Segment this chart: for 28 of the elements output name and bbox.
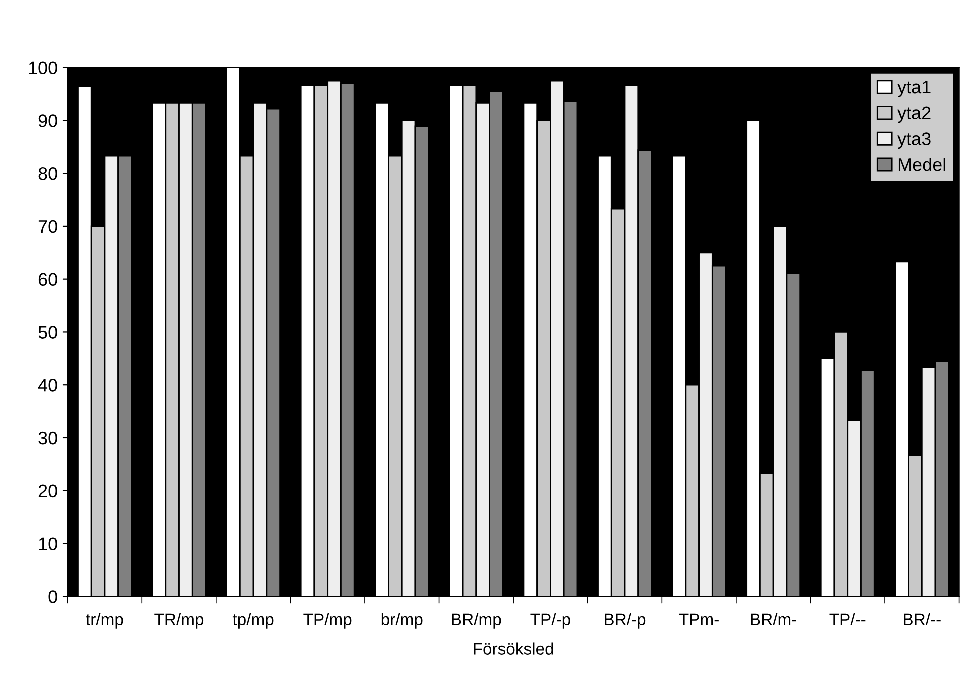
y-tick-label: 0 bbox=[48, 590, 58, 604]
y-tick-label: 90 bbox=[38, 114, 58, 128]
x-tick-label: TR/mp bbox=[154, 613, 204, 629]
x-axis-title: Försöksled bbox=[474, 642, 554, 655]
legend-label: Medel bbox=[898, 158, 946, 172]
x-tick-label: BR/-p bbox=[605, 613, 646, 629]
y-tick-label: 40 bbox=[38, 379, 58, 392]
y-tick-label: 100 bbox=[29, 62, 58, 75]
y-tick-label: 30 bbox=[38, 432, 58, 445]
y-tick-label: 10 bbox=[39, 538, 58, 550]
y-tick-label: 70 bbox=[38, 220, 58, 234]
y-tick-label: 80 bbox=[38, 168, 58, 180]
x-tick-label: br/mp bbox=[382, 613, 423, 629]
y-tick-label: 20 bbox=[38, 484, 58, 498]
x-tick-label: BR/mp bbox=[452, 613, 502, 629]
legend-label: yta2 bbox=[898, 106, 931, 124]
x-tick-label: TP/-p bbox=[530, 613, 570, 629]
y-tick-label: 50 bbox=[38, 326, 58, 339]
x-tick-label: BR/m- bbox=[751, 613, 796, 626]
x-tick-label: BR/-- bbox=[904, 613, 941, 626]
x-tick-label: tr/mp bbox=[86, 613, 124, 629]
x-tick-label: TP/mp bbox=[304, 613, 352, 629]
x-tick-label: TPm- bbox=[679, 614, 719, 626]
legend-label: yta1 bbox=[898, 81, 931, 98]
x-tick-label: tp/mp bbox=[232, 613, 274, 629]
y-tick-label: 60 bbox=[38, 273, 58, 286]
legend-label: yta3 bbox=[898, 132, 931, 149]
x-tick-label: TP/-- bbox=[830, 613, 866, 626]
